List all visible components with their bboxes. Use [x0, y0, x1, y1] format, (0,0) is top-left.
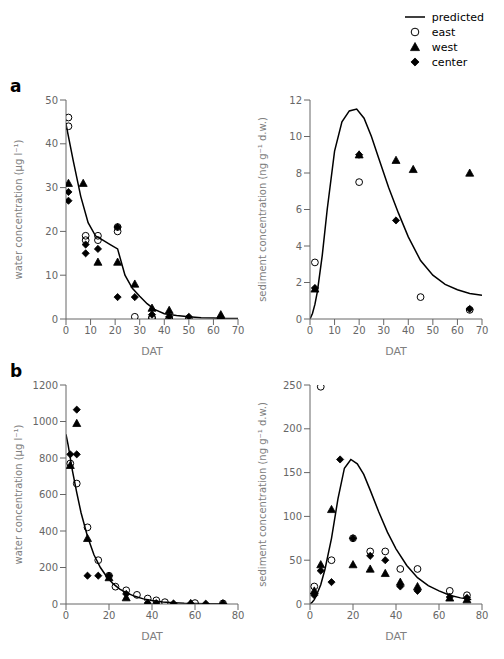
svg-text:12: 12: [289, 95, 302, 106]
svg-text:0: 0: [63, 325, 69, 336]
svg-text:20: 20: [353, 325, 366, 336]
svg-text:6: 6: [296, 204, 302, 215]
svg-text:0: 0: [52, 314, 58, 325]
svg-text:800: 800: [39, 453, 58, 464]
svg-text:0: 0: [296, 599, 302, 610]
svg-text:60: 60: [207, 325, 220, 336]
svg-text:0: 0: [63, 610, 69, 621]
svg-text:40: 40: [146, 610, 159, 621]
svg-text:30: 30: [45, 182, 58, 193]
svg-text:40: 40: [390, 610, 403, 621]
svg-text:DAT: DAT: [385, 630, 407, 643]
svg-text:sediment concentration (ng g⁻¹: sediment concentration (ng g⁻¹ d.w.): [257, 117, 268, 302]
svg-text:1200: 1200: [33, 380, 58, 391]
svg-text:50: 50: [289, 555, 302, 566]
html-text:center: center: [431, 55, 468, 69]
svg-text:70: 70: [476, 325, 489, 336]
svg-text:200: 200: [39, 562, 58, 573]
svg-text:80: 80: [232, 610, 245, 621]
svg-text:DAT: DAT: [141, 630, 163, 643]
svg-text:0: 0: [307, 325, 313, 336]
svg-text:40: 40: [402, 325, 415, 336]
svg-text:8: 8: [296, 168, 302, 179]
svg-text:20: 20: [103, 610, 116, 621]
svg-text:1000: 1000: [33, 416, 58, 427]
html-text:east: east: [431, 25, 456, 39]
svg-text:80: 80: [476, 610, 489, 621]
svg-text:60: 60: [451, 325, 464, 336]
svg-text:sediment concentration (ng g⁻¹: sediment concentration (ng g⁻¹ d.w.): [257, 402, 268, 587]
html-text:predicted: predicted: [431, 10, 484, 24]
svg-text:0: 0: [296, 314, 302, 325]
html-text:a: a: [10, 76, 22, 96]
svg-text:20: 20: [45, 226, 58, 237]
svg-text:0: 0: [307, 610, 313, 621]
svg-text:DAT: DAT: [141, 345, 163, 358]
svg-text:30: 30: [133, 325, 146, 336]
svg-text:10: 10: [45, 270, 58, 281]
svg-text:50: 50: [426, 325, 439, 336]
svg-text:40: 40: [158, 325, 171, 336]
html-text:b: b: [10, 361, 23, 381]
svg-text:400: 400: [39, 526, 58, 537]
svg-text:20: 20: [109, 325, 122, 336]
svg-text:2: 2: [296, 277, 302, 288]
svg-text:60: 60: [189, 610, 202, 621]
svg-text:0: 0: [52, 599, 58, 610]
svg-text:30: 30: [377, 325, 390, 336]
svg-text:10: 10: [328, 325, 341, 336]
html-text:west: west: [431, 40, 458, 54]
svg-text:250: 250: [283, 380, 302, 391]
svg-text:water concentration (µg l⁻¹): water concentration (µg l⁻¹): [13, 424, 24, 564]
svg-text:20: 20: [347, 610, 360, 621]
svg-text:water concentration (µg l⁻¹): water concentration (µg l⁻¹): [13, 139, 24, 279]
svg-text:10: 10: [289, 131, 302, 142]
svg-text:100: 100: [283, 511, 302, 522]
svg-text:4: 4: [296, 241, 302, 252]
svg-text:DAT: DAT: [385, 345, 407, 358]
svg-text:600: 600: [39, 489, 58, 500]
svg-text:10: 10: [84, 325, 97, 336]
svg-text:200: 200: [283, 423, 302, 434]
svg-text:40: 40: [45, 138, 58, 149]
svg-text:60: 60: [433, 610, 446, 621]
svg-text:70: 70: [232, 325, 245, 336]
svg-text:50: 50: [182, 325, 195, 336]
svg-text:150: 150: [283, 467, 302, 478]
svg-text:50: 50: [45, 95, 58, 106]
